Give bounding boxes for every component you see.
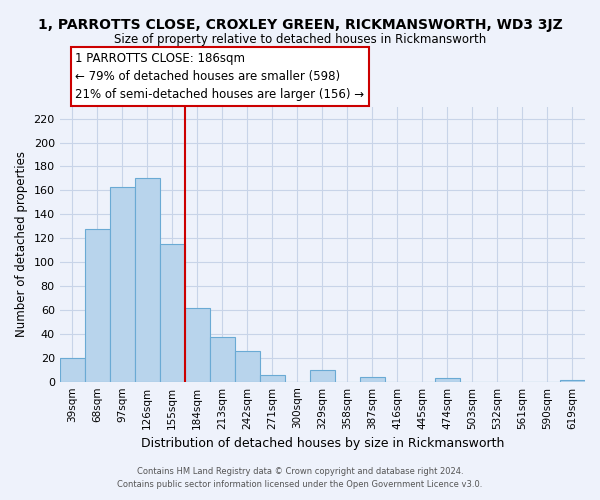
Text: 1 PARROTTS CLOSE: 186sqm
← 79% of detached houses are smaller (598)
21% of semi-: 1 PARROTTS CLOSE: 186sqm ← 79% of detach… <box>76 52 365 101</box>
Text: 1, PARROTTS CLOSE, CROXLEY GREEN, RICKMANSWORTH, WD3 3JZ: 1, PARROTTS CLOSE, CROXLEY GREEN, RICKMA… <box>38 18 562 32</box>
X-axis label: Distribution of detached houses by size in Rickmansworth: Distribution of detached houses by size … <box>140 437 504 450</box>
Y-axis label: Number of detached properties: Number of detached properties <box>15 151 28 337</box>
Bar <box>185 308 210 382</box>
Bar <box>110 187 135 382</box>
Bar <box>85 228 110 382</box>
Text: Size of property relative to detached houses in Rickmansworth: Size of property relative to detached ho… <box>114 32 486 46</box>
Text: Contains HM Land Registry data © Crown copyright and database right 2024.
Contai: Contains HM Land Registry data © Crown c… <box>118 468 482 489</box>
Bar <box>210 338 235 382</box>
Bar <box>135 178 160 382</box>
Bar <box>310 370 335 382</box>
Bar <box>435 378 460 382</box>
Bar <box>59 358 85 382</box>
Bar <box>360 377 385 382</box>
Bar <box>560 380 585 382</box>
Bar <box>235 350 260 382</box>
Bar <box>260 374 285 382</box>
Bar <box>160 244 185 382</box>
